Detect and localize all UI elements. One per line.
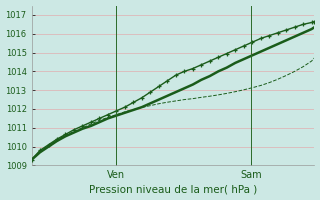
X-axis label: Pression niveau de la mer( hPa ): Pression niveau de la mer( hPa ) <box>89 184 257 194</box>
